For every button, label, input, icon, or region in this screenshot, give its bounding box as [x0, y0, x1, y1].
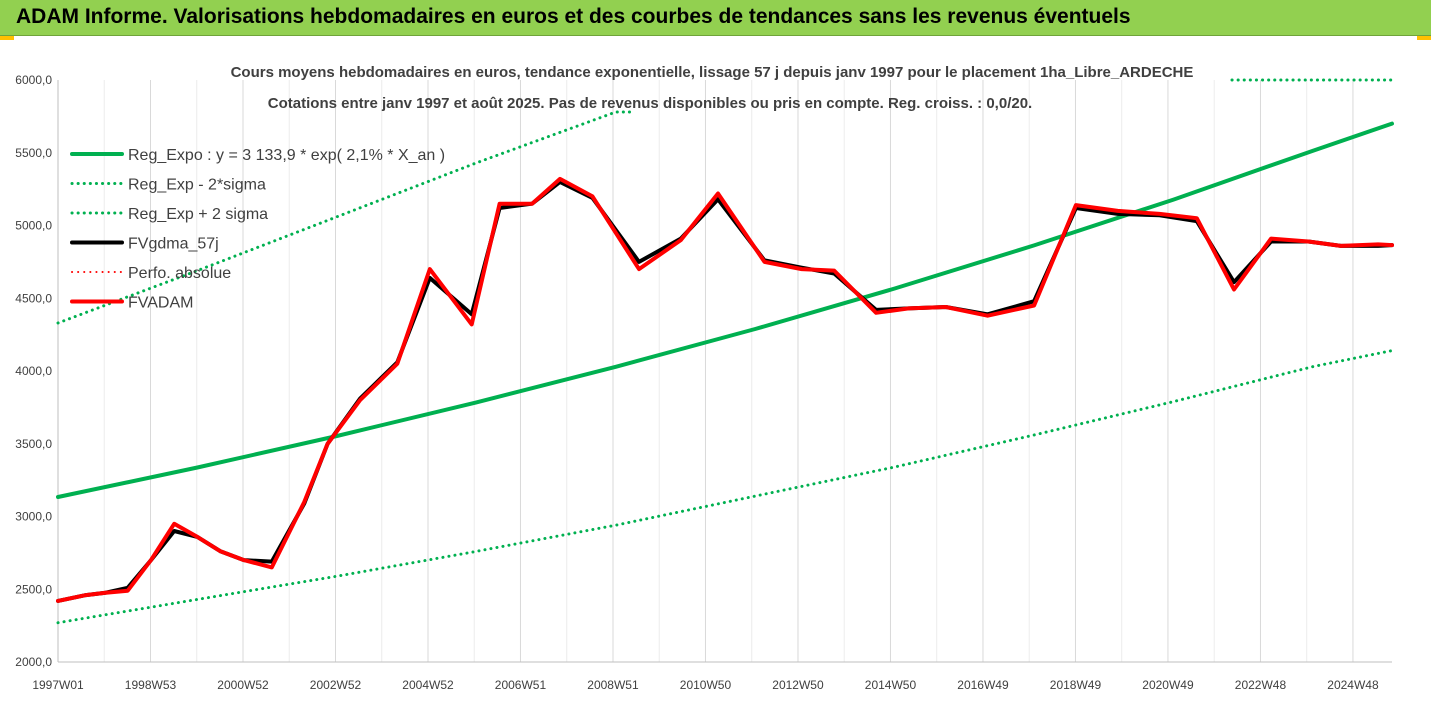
corner-accent-right — [1417, 36, 1431, 40]
x-tick-label: 2014W50 — [865, 678, 917, 692]
legend-label: Reg_Exp - 2*sigma — [128, 177, 266, 194]
y-tick-label: 2500,0 — [15, 582, 52, 596]
x-tick-label: 2006W51 — [495, 678, 547, 692]
series-line-reg-exp-2-sigma — [56, 349, 1394, 625]
banner-title: ADAM Informe. Valorisations hebdomadaire… — [16, 5, 1131, 28]
x-tick-label: 2000W52 — [217, 678, 269, 692]
legend-label: Perfo. absolue — [128, 265, 231, 282]
x-tick-label: 1998W53 — [125, 678, 177, 692]
y-tick-label: 2000,0 — [15, 655, 52, 669]
legend-label: Reg_Expo : y = 3 133,9 * exp( 2,1% * X_a… — [128, 147, 445, 164]
x-tick-label: 2008W51 — [587, 678, 639, 692]
y-tick-label: 4000,0 — [15, 364, 52, 378]
legend-label: Reg_Exp + 2 sigma — [128, 206, 268, 223]
x-tick-label: 2022W48 — [1235, 678, 1287, 692]
grid — [57, 80, 1354, 662]
chart-subtitle: Cotations entre janv 1997 et août 2025. … — [268, 95, 1032, 112]
x-tick-label: 1997W01 — [32, 678, 84, 692]
y-tick-label: 5000,0 — [15, 219, 52, 233]
x-tick-label: 2012W50 — [772, 678, 824, 692]
legend: Reg_Expo : y = 3 133,9 * exp( 2,1% * X_a… — [70, 147, 445, 312]
chart-title: Cours moyens hebdomadaires en euros, ten… — [231, 64, 1194, 81]
legend-label: FVADAM — [128, 295, 193, 312]
series-line-reg-expo-y-3-133-9-exp-2-1-x-an — [56, 121, 1394, 499]
corner-accent-left — [0, 36, 14, 40]
x-tick-label: 2016W49 — [957, 678, 1009, 692]
legend-label: FVgdma_57j — [128, 236, 219, 253]
y-tick-label: 3500,0 — [15, 437, 52, 451]
y-tick-label: 3000,0 — [15, 510, 52, 524]
y-tick-label: 4500,0 — [15, 291, 52, 305]
series-line-fvgdma-57j — [56, 179, 1394, 603]
axes: 2000,0 2500,0 3000,0 3500,0 4000,0 4500,0 5000… — [15, 73, 1392, 692]
y-tick-label: 5500,0 — [15, 146, 52, 160]
x-tick-label: 2024W48 — [1327, 678, 1379, 692]
x-tick-label: 2020W49 — [1142, 678, 1194, 692]
x-tick-label: 2004W52 — [402, 678, 454, 692]
series-line-reg-exp-2-sigma — [56, 110, 636, 325]
chart-header: Cours moyens hebdomadaires en euros, ten… — [231, 64, 1194, 112]
x-tick-label: 2010W50 — [680, 678, 732, 692]
y-tick-label: 6000,0 — [15, 73, 52, 87]
title-banner: ADAM Informe. Valorisations hebdomadaire… — [0, 0, 1431, 36]
x-tick-label: 2018W49 — [1050, 678, 1102, 692]
series — [56, 78, 1394, 625]
x-tick-label: 2002W52 — [310, 678, 362, 692]
series-line-fvadam — [56, 176, 1394, 603]
